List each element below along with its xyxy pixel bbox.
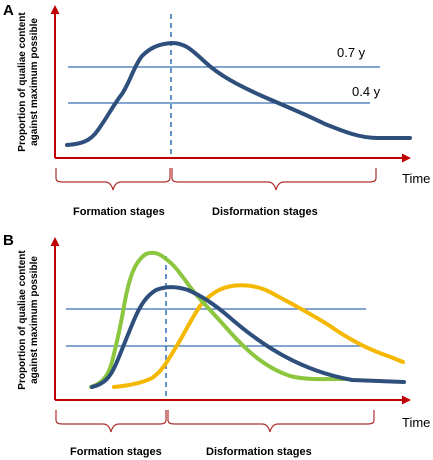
panel-a-ylabel-line2: against maximum possible — [29, 18, 40, 146]
panel-b-time-label: Time — [402, 415, 430, 430]
panel-a-formation-brace — [55, 168, 171, 191]
panel-a-level-label-04: 0.4 y — [352, 84, 381, 99]
panel-b-formation-brace — [55, 410, 167, 433]
panel-b-curve-yellow — [112, 283, 405, 389]
panel-a-time-label: Time — [402, 171, 430, 186]
panel-b-label: B — [3, 232, 14, 249]
panel-b-disformation-brace — [167, 410, 375, 433]
panel-b-disformation-label: Disformation stages — [206, 446, 312, 458]
panel-a-label: A — [3, 2, 14, 19]
panel-b: B Proportion of qualiae content against … — [3, 232, 430, 458]
panel-a-disformation-brace — [171, 168, 377, 191]
panel-a-disformation-label: Disformation stages — [212, 206, 318, 218]
panel-a-level-label-07: 0.7 y — [337, 45, 366, 60]
panel-a-formation-label: Formation stages — [73, 206, 165, 218]
panel-b-formation-label: Formation stages — [70, 446, 162, 458]
panel-b-curve-green — [89, 250, 348, 389]
panel-b-curve-main — [90, 285, 406, 389]
panel-a-curve — [65, 41, 412, 147]
panel-a: A Proportion of qualiae content against … — [3, 2, 430, 218]
panel-a-ylabel-line1: Proportion of qualiae content — [17, 12, 28, 152]
panel-b-ylabel-line2: against maximum possible — [29, 256, 40, 384]
panel-b-ylabel-line1: Proportion of qualiae content — [17, 250, 28, 390]
